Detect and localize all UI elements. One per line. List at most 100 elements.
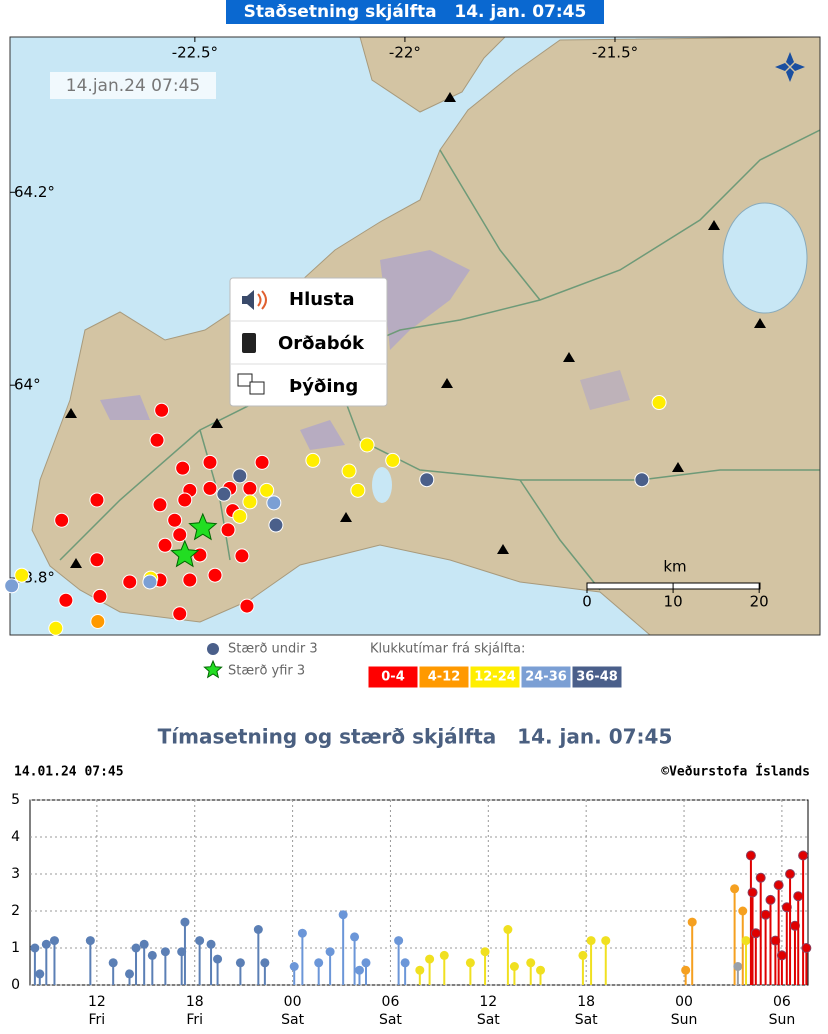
map-timestamp: 14.jan.24 07:45 (66, 76, 200, 96)
menu-item[interactable]: Orðabók (278, 333, 365, 354)
quake-point (147, 950, 157, 960)
x-tick-day: Sun (671, 1012, 698, 1028)
x-tick-label: 18 (577, 994, 595, 1010)
quake-point (85, 936, 95, 946)
x-tick-label: 06 (773, 994, 791, 1010)
quake (202, 454, 218, 470)
chart-timestamp: 14.01.24 07:45 (14, 765, 124, 780)
quake (90, 613, 106, 629)
quake-point (131, 943, 141, 953)
menu-box (229, 277, 388, 407)
map-title: Staðsetning skjálfta 14. jan. 07:45 (244, 2, 587, 22)
quake-point (681, 965, 691, 975)
quake (202, 480, 218, 496)
x-tick-day: Fri (186, 1012, 203, 1028)
y-tick-label: 3 (11, 866, 20, 882)
x-tick-label: 00 (675, 994, 693, 1010)
quake-point (213, 954, 223, 964)
quake (350, 482, 366, 498)
quake-point (770, 935, 781, 946)
context-menu: Hlusta Orðabók Þýðing (229, 277, 388, 407)
quake-point (338, 910, 348, 920)
quake-point (124, 969, 134, 979)
legend-bin-label: 4-12 (428, 670, 461, 685)
legend-bin-label: 12-24 (474, 670, 516, 685)
quake (92, 588, 108, 604)
quake-point (415, 965, 425, 975)
quake (149, 432, 165, 448)
lat-label: 64.2° (14, 183, 55, 201)
menu-item[interactable]: Hlusta (289, 289, 355, 310)
quake-point (730, 884, 740, 894)
quake-point (741, 936, 751, 946)
quake-point (480, 947, 490, 957)
legend-large-icon (203, 659, 223, 679)
quake (216, 486, 232, 502)
quake-point (773, 880, 784, 891)
quake-point (798, 850, 809, 861)
quake-point (361, 958, 371, 968)
x-tick-label: 12 (88, 994, 106, 1010)
quake (220, 522, 236, 538)
quake-point (526, 958, 536, 968)
x-tick-day: Sat (575, 1012, 598, 1028)
map-base (10, 37, 820, 635)
lon-label: -21.5° (592, 44, 638, 62)
lat-label: 64° (14, 376, 41, 394)
chart-credit: ©Veðurstofa Íslands (661, 764, 810, 780)
large-quake (170, 539, 200, 568)
y-tick-label: 0 (11, 977, 20, 993)
x-tick-day: Sat (477, 1012, 500, 1028)
chart-title: Tímasetning og stærð skjálfta 14. jan. 0… (158, 725, 673, 749)
legend-bin (520, 665, 572, 689)
quake (266, 495, 282, 511)
title-bar (226, 0, 604, 24)
quake-point (180, 917, 190, 927)
quake-point (760, 909, 771, 920)
scale-label: 10 (664, 593, 683, 611)
lon-label: -22.5° (172, 44, 218, 62)
map-frame (9, 36, 821, 636)
quake (157, 537, 173, 553)
quake (305, 452, 321, 468)
quake-point (536, 965, 546, 975)
quake (359, 437, 375, 453)
legend-bin (469, 665, 521, 689)
quake-point (325, 947, 335, 957)
quake (175, 460, 191, 476)
quake (232, 508, 248, 524)
quake (207, 567, 223, 583)
menu-item[interactable]: Þýðing (289, 376, 358, 397)
scale-unit: km (663, 558, 686, 576)
quake-point (733, 962, 743, 971)
legend-small-icon (207, 643, 219, 655)
quake-point (314, 958, 324, 968)
quake-point (289, 962, 299, 971)
quake (268, 517, 284, 533)
quake-point (439, 950, 449, 960)
quake (142, 574, 158, 590)
quake (54, 512, 70, 528)
quake (385, 452, 401, 468)
legend-bin-label: 36-48 (576, 670, 618, 685)
map-legend: Stærð undir 3 Stærð yfir 3 Klukkutímar f… (228, 642, 525, 679)
quake-point (400, 958, 410, 968)
legend-bin (571, 665, 623, 689)
quake (152, 497, 168, 513)
quake (234, 548, 250, 564)
quake-point (765, 894, 776, 905)
quake-point (755, 872, 766, 883)
quake-point (687, 917, 697, 927)
legend-title: Klukkutímar frá skjálfta: (370, 642, 525, 657)
x-tick-day: Sat (281, 1012, 304, 1028)
scale-label: 20 (750, 593, 769, 611)
x-tick-label: 12 (479, 994, 497, 1010)
legend-large: Stærð yfir 3 (228, 664, 305, 679)
quake (48, 620, 64, 636)
quake-point (49, 936, 59, 946)
x-tick-day: Fri (89, 1012, 106, 1028)
quake-point (776, 950, 787, 961)
quake-point (177, 947, 187, 957)
quake-point (465, 958, 475, 968)
